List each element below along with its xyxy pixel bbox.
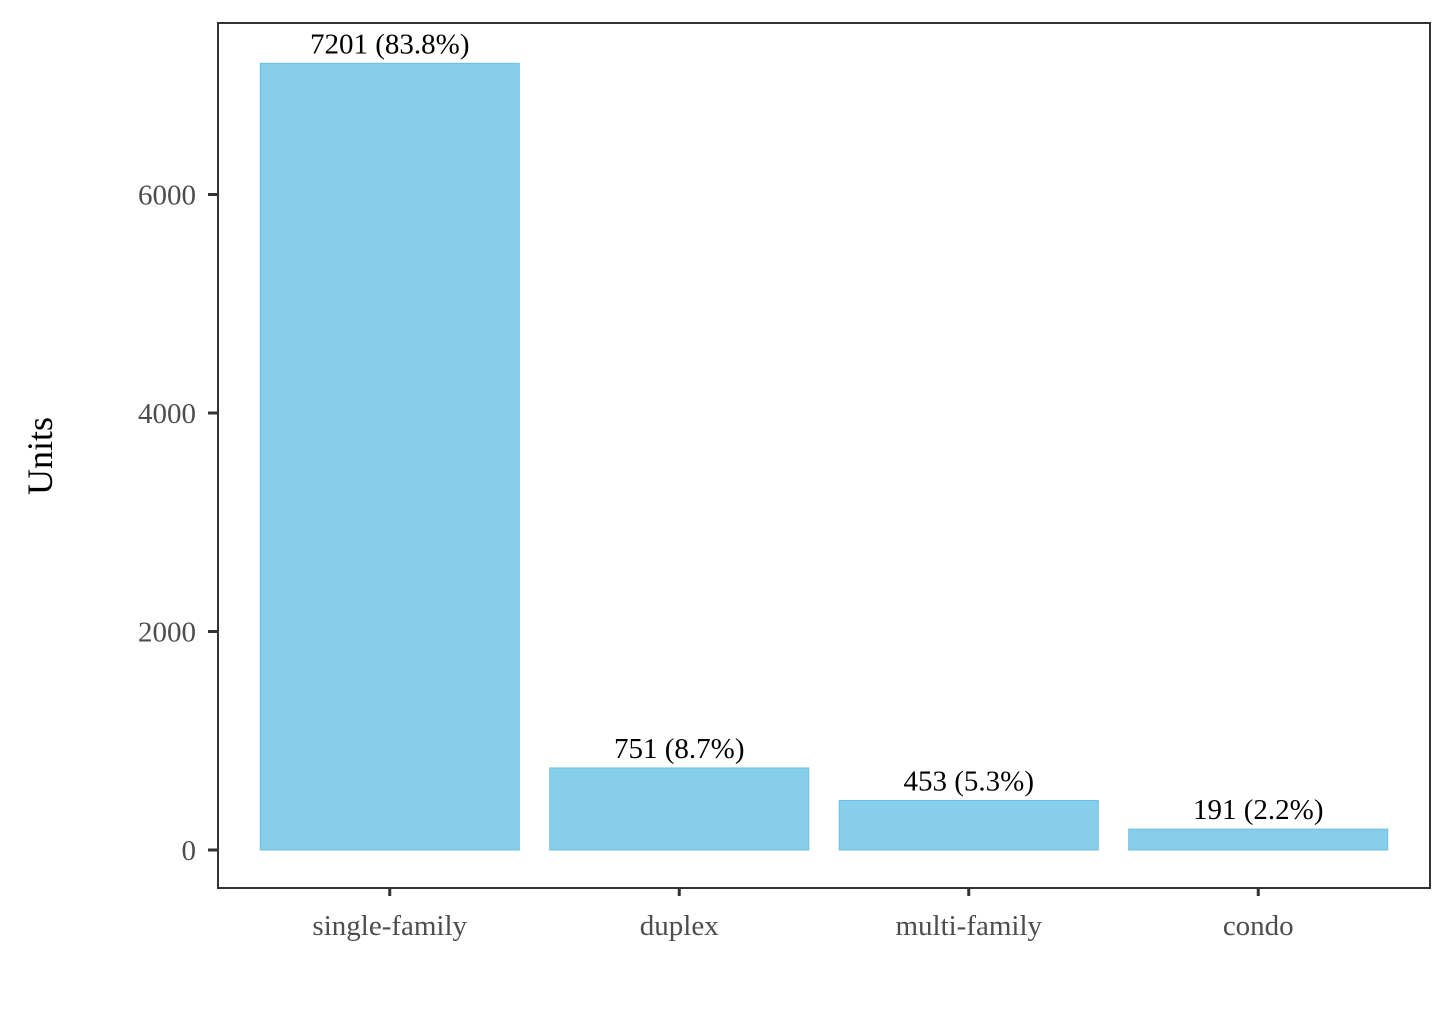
data-labels-layer: 7201 (83.8%) 751 (8.7%) 453 (5.3%) 191 (2.2… <box>310 28 1323 826</box>
y-tick-label-2000: 2000 <box>138 617 196 649</box>
bar-multi-family <box>838 800 1099 851</box>
bar-single-family <box>259 62 520 851</box>
plot-panel-border <box>217 22 1431 889</box>
data-label-condo: 191 (2.2%) <box>1193 794 1323 826</box>
x-tick-label-duplex: duplex <box>640 910 719 942</box>
y-tick-label-0: 0 <box>182 835 197 867</box>
y-tick-label-4000: 4000 <box>138 398 196 430</box>
x-tick-label-single-family: single-family <box>312 910 467 942</box>
data-label-duplex: 751 (8.7%) <box>614 733 744 765</box>
y-axis: 0 2000 4000 6000 <box>138 180 218 867</box>
y-tick-label-6000: 6000 <box>138 180 196 212</box>
bars-layer <box>259 62 1389 851</box>
data-label-single-family: 7201 (83.8%) <box>310 28 469 60</box>
x-tick-label-condo: condo <box>1223 910 1294 942</box>
bar-duplex <box>549 767 810 851</box>
data-label-multi-family: 453 (5.3%) <box>904 766 1034 798</box>
bar-condo <box>1128 828 1389 851</box>
y-axis-title: Units <box>20 417 60 495</box>
x-axis: single-family duplex multi-family condo <box>312 888 1294 942</box>
x-tick-label-multi-family: multi-family <box>895 910 1042 942</box>
